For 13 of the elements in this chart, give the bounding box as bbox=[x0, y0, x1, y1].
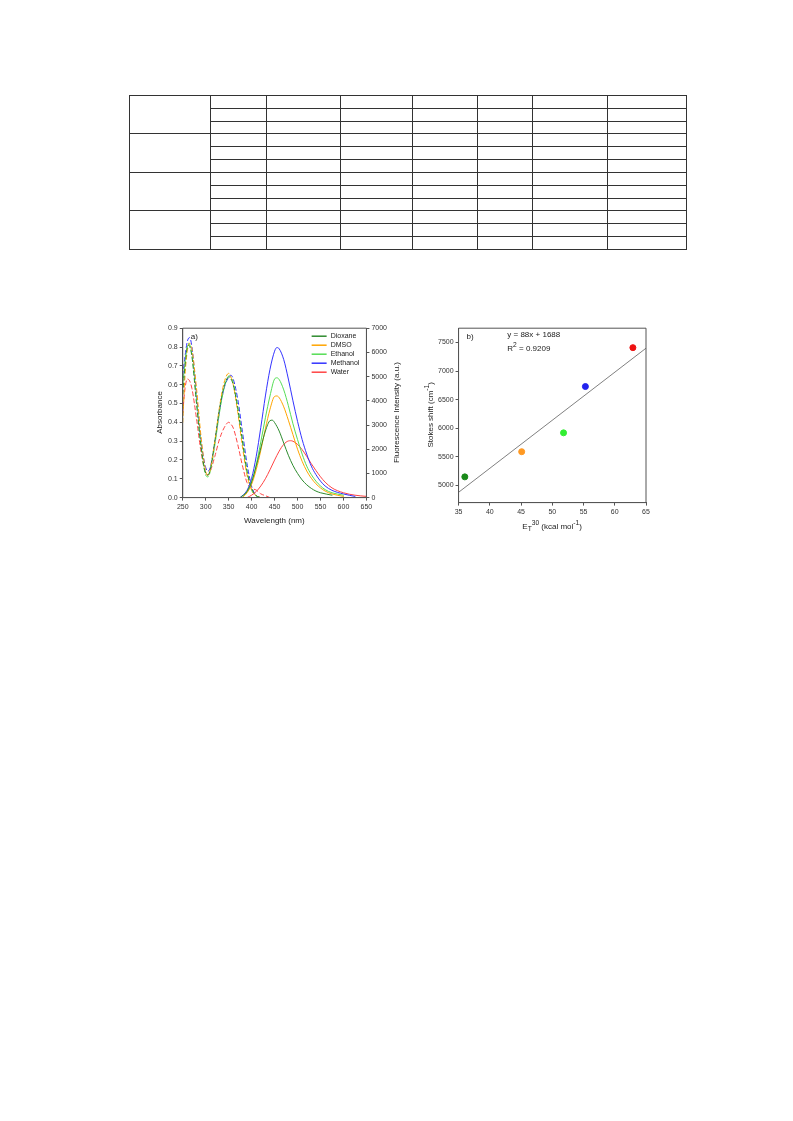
annotation: b) bbox=[466, 332, 474, 342]
y2-axis-title: Fluorescence Intensity (a.u.) bbox=[391, 362, 401, 464]
point bbox=[518, 448, 526, 456]
point bbox=[581, 383, 589, 391]
annotation: R$^{2}$ = 0.9209 bbox=[507, 341, 551, 353]
y-axis-title: Absorbance bbox=[154, 391, 164, 435]
x-axis-title: E$_{T}$$^{30}$ (kcal mol$^{-1}$) bbox=[522, 518, 582, 532]
point bbox=[461, 473, 469, 481]
annotation: y = 88x + 1688 bbox=[507, 330, 561, 340]
point bbox=[560, 429, 568, 437]
point bbox=[629, 344, 637, 352]
x-axis-title: Wavelength (nm) bbox=[244, 515, 305, 525]
annotation: a) bbox=[190, 332, 198, 342]
